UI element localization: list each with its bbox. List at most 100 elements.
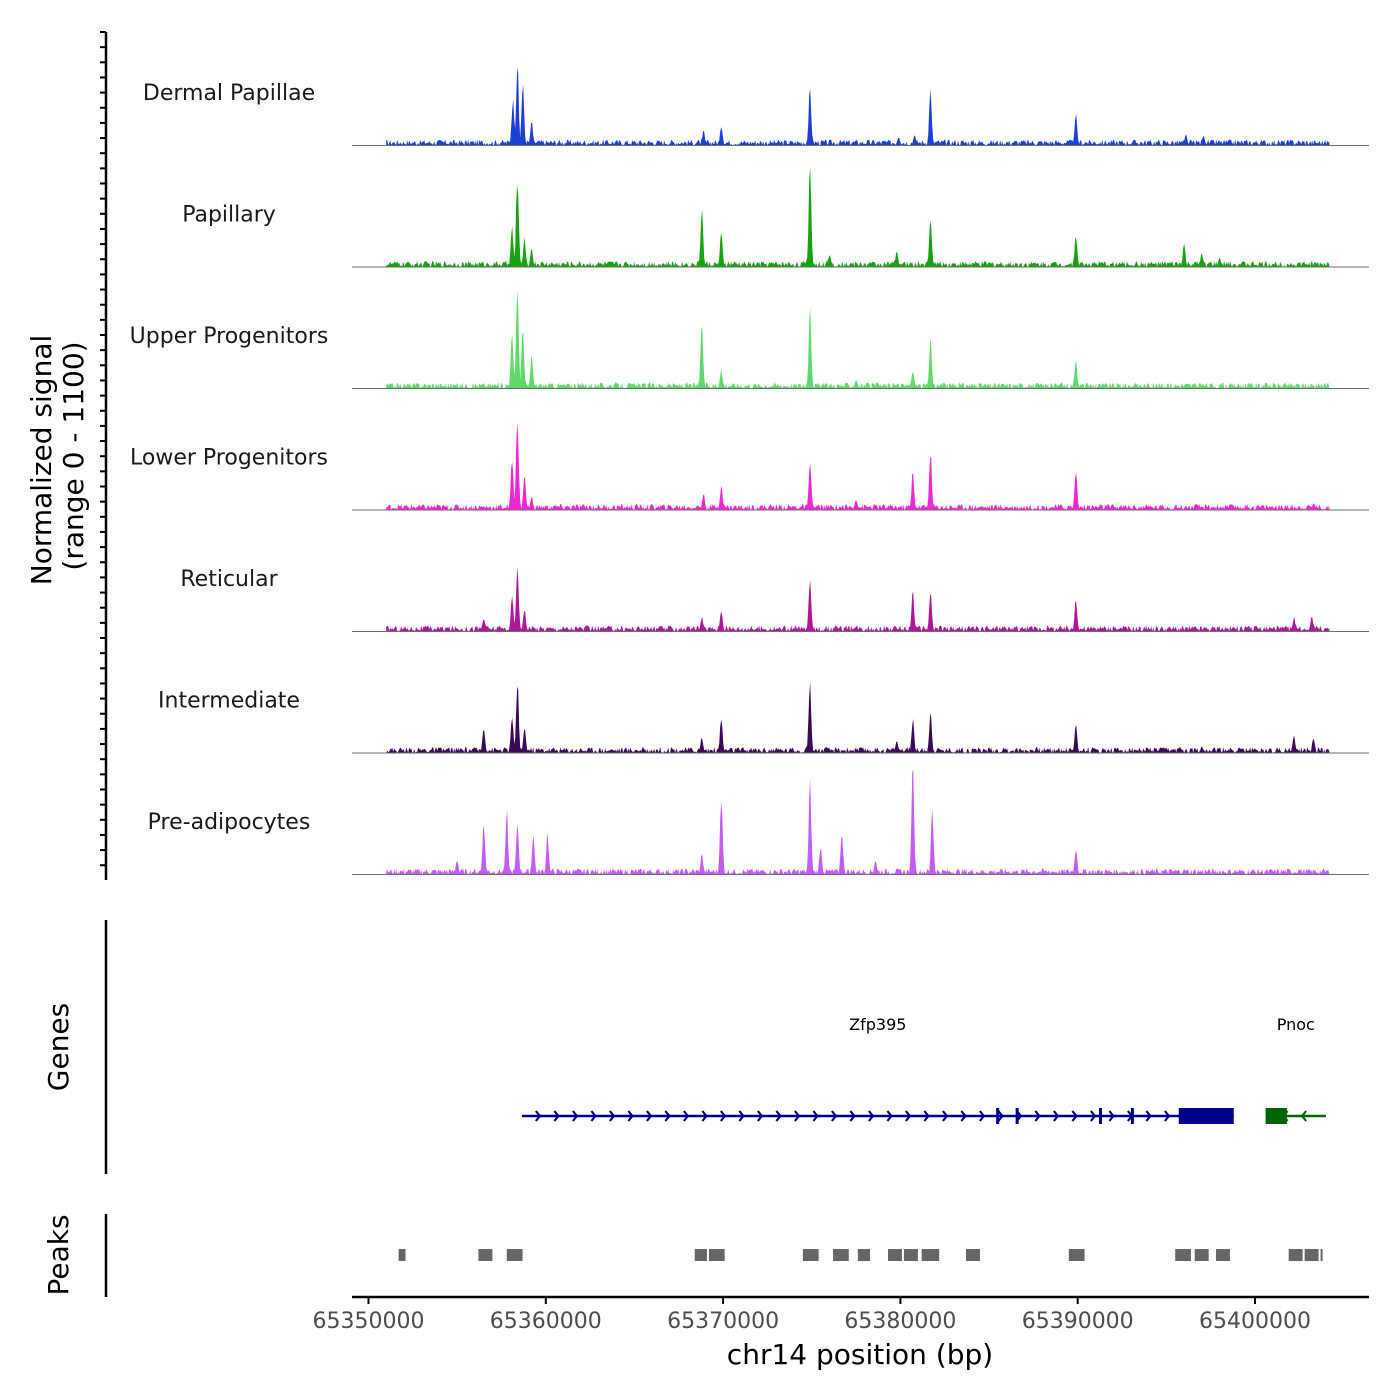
coverage-y-title-line2: (range 0 - 1100) xyxy=(57,341,90,570)
strand-arrow xyxy=(1071,1110,1078,1122)
strand-arrow xyxy=(960,1110,967,1122)
strand-arrow xyxy=(1034,1110,1041,1122)
strand-arrow xyxy=(1164,1110,1171,1122)
strand-arrow xyxy=(627,1110,634,1122)
gene-label: Pnoc xyxy=(1277,1015,1315,1034)
x-tick-label: 65400000 xyxy=(1199,1309,1311,1334)
track-label: Papillary xyxy=(182,203,276,228)
coverage-area xyxy=(386,67,1330,146)
x-tick-label: 65360000 xyxy=(490,1309,602,1334)
coverage-area xyxy=(386,422,1330,510)
coverage-y-ticks xyxy=(100,31,106,867)
strand-arrow xyxy=(942,1110,949,1122)
strand-arrow xyxy=(1300,1110,1307,1122)
peak-region xyxy=(1288,1249,1303,1261)
exon xyxy=(1015,1108,1019,1124)
strand-arrow xyxy=(1090,1110,1097,1122)
strand-arrow xyxy=(553,1110,560,1122)
gene-track: Zfp395 Pnoc xyxy=(521,1015,1326,1124)
strand-arrow xyxy=(997,1110,1004,1122)
peak-region xyxy=(694,1249,707,1261)
track-label: Reticular xyxy=(180,567,278,592)
strand-arrow xyxy=(683,1110,690,1122)
coverage-tracks: Dermal Papillae Papillary Upper Progenitor… xyxy=(130,67,1369,875)
coverage-track: Intermediate xyxy=(158,681,1369,754)
coverage-track: Lower Progenitors xyxy=(130,422,1369,511)
x-axis-title: chr14 position (bp) xyxy=(727,1338,993,1371)
genes-y-title: Genes xyxy=(42,1003,75,1091)
strand-arrow xyxy=(1145,1110,1152,1122)
strand-arrow xyxy=(738,1110,745,1122)
coverage-track: Reticular xyxy=(180,566,1369,632)
track-label: Intermediate xyxy=(158,689,300,714)
strand-arrow xyxy=(905,1110,912,1122)
strand-arrow xyxy=(868,1110,875,1122)
strand-arrow xyxy=(849,1110,856,1122)
x-axis-ticks: 65350000 65360000 65370000 65380000 65390000… xyxy=(313,1297,1311,1334)
gene-label: Zfp395 xyxy=(849,1015,906,1034)
coverage-track: Dermal Papillae xyxy=(143,67,1369,146)
exon xyxy=(1178,1108,1234,1124)
exon xyxy=(996,1108,1000,1124)
strand-arrow xyxy=(590,1110,597,1122)
x-tick-label: 65370000 xyxy=(667,1309,779,1334)
track-label: Dermal Papillae xyxy=(143,81,315,106)
peak-region xyxy=(857,1249,871,1261)
strand-arrow xyxy=(646,1110,653,1122)
coverage-area xyxy=(386,681,1330,753)
track-label: Upper Progenitors xyxy=(130,324,329,349)
peak-region xyxy=(1175,1249,1191,1261)
strand-arrow xyxy=(794,1110,801,1122)
strand-arrow xyxy=(535,1110,542,1122)
peak-region xyxy=(966,1249,980,1261)
strand-arrow xyxy=(923,1110,930,1122)
peak-region xyxy=(921,1249,940,1261)
coverage-y-title-line1: Normalized signal xyxy=(25,335,58,586)
peak-region xyxy=(398,1249,406,1261)
peak-region xyxy=(478,1249,493,1261)
strand-arrow xyxy=(664,1110,671,1122)
coverage-area xyxy=(386,566,1330,632)
strand-arrow xyxy=(757,1110,764,1122)
x-tick-label: 65390000 xyxy=(1022,1309,1134,1334)
coverage-track: Papillary xyxy=(182,166,1369,268)
x-tick-label: 65380000 xyxy=(844,1309,956,1334)
coverage-track: Pre-adipocytes xyxy=(148,769,1369,875)
peak-track xyxy=(398,1249,1323,1261)
gene-model: Pnoc xyxy=(1265,1015,1326,1124)
track-label: Lower Progenitors xyxy=(130,446,328,471)
exon xyxy=(1265,1108,1287,1124)
coverage-area xyxy=(386,290,1330,389)
strand-arrow xyxy=(775,1110,782,1122)
x-tick-label: 65350000 xyxy=(313,1309,425,1334)
gene-model: Zfp395 xyxy=(521,1015,1234,1124)
peak-region xyxy=(506,1249,523,1261)
peaks-y-title: Peaks xyxy=(42,1214,75,1295)
peak-region xyxy=(903,1249,918,1261)
coverage-area xyxy=(386,769,1330,875)
strand-arrow xyxy=(609,1110,616,1122)
exon xyxy=(1098,1108,1102,1124)
peak-region xyxy=(833,1249,849,1261)
exon xyxy=(1130,1108,1134,1124)
strand-arrow xyxy=(572,1110,579,1122)
strand-arrow xyxy=(1053,1110,1060,1122)
peak-region xyxy=(1320,1249,1323,1261)
peak-region xyxy=(802,1249,819,1261)
coverage-area xyxy=(386,166,1330,267)
strand-arrow xyxy=(720,1110,727,1122)
strand-arrow xyxy=(812,1110,819,1122)
peak-region xyxy=(1215,1249,1230,1261)
strand-arrow xyxy=(979,1110,986,1122)
peak-region xyxy=(1304,1249,1319,1261)
peak-region xyxy=(1068,1249,1085,1261)
track-label: Pre-adipocytes xyxy=(148,810,311,835)
peak-region xyxy=(1194,1249,1209,1261)
coverage-track: Upper Progenitors xyxy=(130,290,1369,389)
strand-arrow xyxy=(831,1110,838,1122)
strand-arrow xyxy=(701,1110,708,1122)
peak-region xyxy=(708,1249,725,1261)
peak-region xyxy=(887,1249,902,1261)
strand-arrow xyxy=(886,1110,893,1122)
